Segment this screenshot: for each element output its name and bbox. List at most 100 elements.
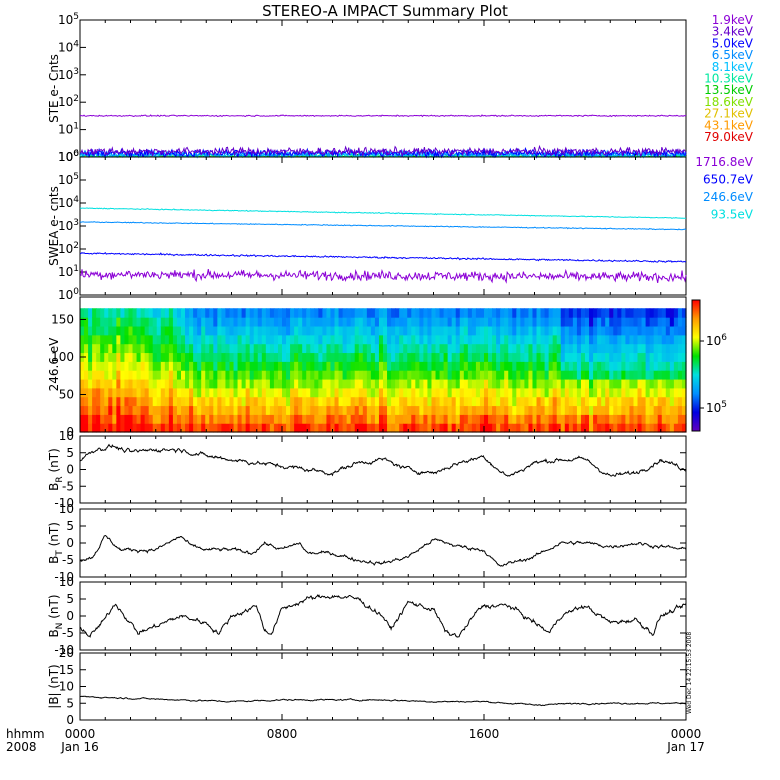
heatmap-cell <box>342 317 348 327</box>
heatmap-cell <box>556 387 562 398</box>
heatmap-cell <box>657 361 663 371</box>
heatmap-cell <box>447 396 453 407</box>
heatmap-cell <box>80 334 85 345</box>
heatmap-cell <box>576 378 582 389</box>
heatmap-cell <box>532 352 538 362</box>
heatmap-cell <box>346 361 352 371</box>
heatmap-cell <box>681 361 687 371</box>
heatmap-cell <box>601 423 606 433</box>
heatmap-cell <box>326 325 332 336</box>
heatmap-cell <box>338 325 344 336</box>
heatmap-cell <box>399 343 404 354</box>
heatmap-cell <box>128 308 134 318</box>
heatmap-cell <box>488 405 493 415</box>
heatmap-cell <box>613 308 618 318</box>
heatmap-cell <box>140 343 146 354</box>
heatmap-cell <box>282 352 287 362</box>
heatmap-cell <box>168 378 174 389</box>
y-tick-label: 104 <box>58 39 79 54</box>
heatmap-cell <box>286 317 291 327</box>
heatmap-cell <box>617 370 622 380</box>
heatmap-cell <box>407 370 412 380</box>
heatmap-cell <box>403 414 408 424</box>
heatmap-cell <box>84 325 89 336</box>
heatmap-cell <box>350 423 356 433</box>
heatmap-cell <box>205 387 210 398</box>
heatmap-cell <box>124 414 130 424</box>
heatmap-cell <box>512 325 517 336</box>
heatmap-cell <box>366 370 372 380</box>
heatmap-cell <box>310 352 315 362</box>
heatmap-cell <box>633 387 639 398</box>
series-line-93.5eV <box>79 207 687 219</box>
heatmap-cell <box>463 396 469 407</box>
heatmap-cell <box>597 378 602 389</box>
heatmap-cell <box>536 423 542 433</box>
heatmap-cell <box>318 370 323 380</box>
y-tick-label: 104 <box>58 195 79 210</box>
time-tick-label: 1600 <box>469 727 500 741</box>
heatmap-cell <box>649 387 655 398</box>
heatmap-cell <box>669 334 675 345</box>
heatmap-cell <box>185 308 190 318</box>
heatmap-cell <box>346 405 352 415</box>
heatmap-cell <box>484 308 489 318</box>
heatmap-cell <box>350 405 356 415</box>
heatmap-cell <box>593 361 598 371</box>
heatmap-cell <box>354 423 360 433</box>
heatmap-cell <box>136 361 142 371</box>
heatmap-cell <box>657 423 663 433</box>
heatmap-cell <box>370 423 376 433</box>
heatmap-cell <box>128 334 134 345</box>
heatmap-cell <box>431 352 437 362</box>
heatmap-cell <box>322 361 328 371</box>
heatmap-cell <box>286 387 291 398</box>
heatmap-cell <box>383 414 388 424</box>
heatmap-cell <box>601 325 606 336</box>
heatmap-cell <box>645 352 651 362</box>
heatmap-cell <box>225 334 231 345</box>
heatmap-cell <box>415 325 420 336</box>
heatmap-cell <box>253 396 259 407</box>
heatmap-cell <box>516 387 521 398</box>
heatmap-cell <box>318 361 323 371</box>
heatmap-cell <box>585 343 590 354</box>
heatmap-cell <box>269 378 275 389</box>
heatmap-cell <box>576 361 582 371</box>
heatmap-cell <box>419 308 424 318</box>
heatmap-cell <box>681 317 687 327</box>
heatmap-cell <box>221 308 227 318</box>
heatmap-cell <box>496 325 501 336</box>
heatmap-cell <box>411 361 416 371</box>
heatmap-cell <box>318 387 323 398</box>
heatmap-cell <box>540 343 546 354</box>
heatmap-cell <box>201 352 206 362</box>
heatmap-cell <box>645 387 651 398</box>
heatmap-cell <box>197 308 202 318</box>
heatmap-cell <box>649 370 655 380</box>
heatmap-cell <box>560 352 566 362</box>
heatmap-cell <box>556 352 562 362</box>
heatmap-cell <box>354 317 360 327</box>
heatmap-cell <box>378 308 384 318</box>
heatmap-cell <box>237 405 243 415</box>
heatmap-cell <box>221 370 227 380</box>
heatmap-cell <box>193 378 198 389</box>
heatmap-cell <box>556 396 562 407</box>
heatmap-cell <box>657 325 663 336</box>
heatmap-cell <box>273 308 279 318</box>
heatmap-cell <box>580 405 586 415</box>
heatmap-cell <box>378 370 384 380</box>
heatmap-cell <box>221 423 227 433</box>
heatmap-cell <box>435 370 441 380</box>
heatmap-cell <box>427 334 433 345</box>
heatmap-cell <box>564 370 570 380</box>
heatmap-cell <box>378 414 384 424</box>
heatmap-cell <box>673 308 679 318</box>
heatmap-cell <box>156 352 162 362</box>
heatmap-cell <box>277 334 283 345</box>
heatmap-cell <box>265 370 271 380</box>
heatmap-cell <box>181 387 186 398</box>
heatmap-cell <box>411 317 416 327</box>
